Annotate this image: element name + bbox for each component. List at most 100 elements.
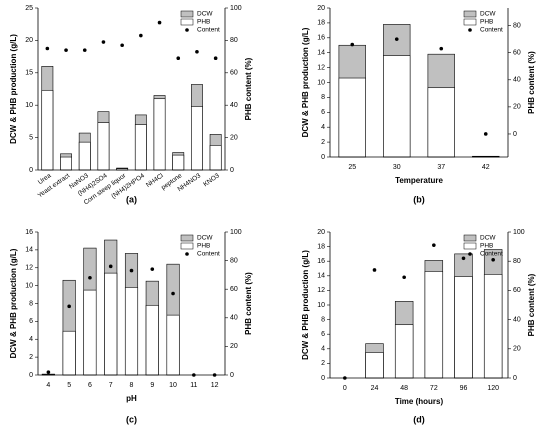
legend-marker (185, 28, 189, 32)
bar (78, 141, 91, 171)
y-axis-label: DCW & PHB production (g/L) (301, 27, 310, 137)
bar (338, 77, 366, 158)
bar (153, 98, 166, 171)
x-tick-label: 4 (46, 382, 50, 389)
y2-axis-label: PHB content (%) (244, 272, 253, 335)
content-point (394, 37, 399, 41)
legend-label: DCW (480, 235, 496, 242)
x-axis-label: Time (hours) (395, 397, 444, 406)
y-tick-label: 10 (317, 79, 325, 86)
bar (166, 314, 180, 376)
legend-label: Content (480, 251, 503, 258)
x-tick-label: 5 (67, 382, 71, 389)
bar (172, 154, 185, 171)
bar (145, 304, 159, 376)
y2-tick-label: 80 (230, 37, 238, 44)
content-point (157, 20, 162, 25)
y-tick-label: 0 (29, 167, 33, 174)
legend-label: PHB (197, 19, 210, 26)
bar (454, 276, 473, 379)
y2-tick-label: 60 (513, 287, 521, 294)
x-tick-label: 6 (88, 382, 92, 389)
legend-label: PHB (480, 19, 493, 26)
bar (483, 274, 503, 379)
y2-tick-label: 0 (513, 375, 517, 382)
legend-label: PHB (197, 243, 210, 250)
bar (427, 87, 455, 158)
x-tick-label: 30 (393, 164, 401, 171)
y-tick-label: 4 (29, 336, 33, 343)
x-tick-label: 48 (400, 385, 408, 392)
bar (134, 124, 147, 171)
y2-tick-label: 80 (230, 257, 238, 264)
bar (383, 55, 411, 158)
y2-tick-label: 40 (230, 315, 238, 322)
content-point (150, 267, 155, 271)
y2-tick-label: 20 (513, 104, 521, 111)
y-tick-label: 2 (321, 360, 325, 367)
y-tick-label: 16 (317, 258, 325, 265)
content-point (461, 256, 466, 261)
x-tick-label: 24 (371, 385, 379, 392)
content-point (108, 264, 113, 269)
legend-label: Content (197, 27, 220, 34)
legend-label: PHB (480, 243, 493, 250)
legend-marker (468, 28, 472, 32)
content-point (171, 291, 175, 296)
content-point (213, 56, 218, 61)
content-point (67, 304, 71, 309)
y-tick-label: 16 (317, 35, 325, 42)
x-tick-label: 0 (343, 385, 347, 392)
x-tick-label: 37 (437, 164, 445, 171)
y2-tick-label: 40 (513, 316, 521, 323)
x-tick-label: 42 (482, 164, 490, 171)
y-tick-label: 15 (25, 70, 33, 77)
y2-tick-label: 80 (513, 258, 521, 265)
content-point (402, 275, 406, 280)
y2-axis-label: PHB content (%) (527, 51, 536, 114)
content-point (45, 46, 50, 51)
y-tick-label: 12 (317, 287, 325, 294)
x-tick-label: 10 (169, 382, 177, 389)
legend-label: DCW (197, 235, 213, 242)
y2-tick-label: 0 (230, 372, 234, 379)
y-tick-label: 4 (321, 346, 325, 353)
y-tick-label: 6 (321, 331, 325, 338)
legend-swatch (463, 18, 477, 26)
y2-axis-label: PHB content (%) (244, 57, 253, 120)
y-tick-label: 14 (25, 247, 33, 254)
y-tick-label: 8 (29, 300, 33, 307)
legend-label: DCW (197, 11, 213, 18)
y2-tick-label: 20 (230, 343, 238, 350)
y-tick-label: 0 (321, 154, 325, 161)
bar (83, 289, 97, 376)
x-tick-label: 25 (348, 164, 356, 171)
bar (62, 330, 76, 376)
y-tick-label: 12 (317, 64, 325, 71)
y-tick-label: 0 (321, 375, 325, 382)
legend-label: Content (480, 27, 503, 34)
legend-label: DCW (480, 11, 496, 18)
y-tick-label: 6 (321, 109, 325, 116)
y2-axis-label: PHB content (%) (527, 273, 536, 336)
y-tick-label: 25 (25, 5, 33, 12)
y2-tick-label: 20 (513, 346, 521, 353)
x-tick-label: 8 (130, 382, 134, 389)
content-point (372, 268, 377, 272)
bar (97, 122, 110, 171)
bar (394, 324, 414, 379)
content-point (139, 33, 143, 38)
x-tick-label: KNO3 (202, 172, 221, 188)
content-point (195, 49, 199, 54)
x-axis-label: Temperature (395, 176, 443, 185)
x-tick-label: 120 (487, 385, 499, 392)
x-axis-label: pH (126, 394, 137, 403)
legend-swatch (180, 242, 194, 250)
content-point (88, 275, 92, 280)
bar (365, 352, 384, 379)
bar (209, 145, 222, 171)
y-tick-label: 0 (29, 372, 33, 379)
legend-swatch (180, 10, 194, 18)
y2-tick-label: 100 (230, 5, 242, 12)
